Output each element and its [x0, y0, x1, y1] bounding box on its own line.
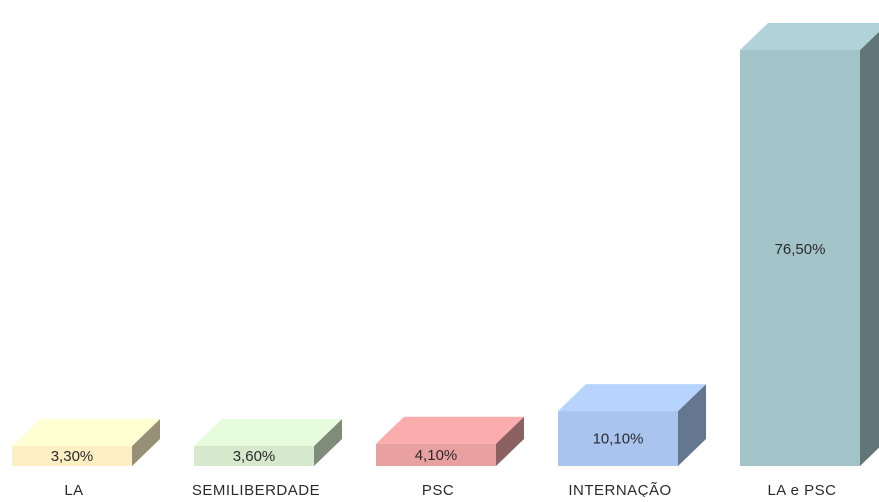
- data-label: 10,10%: [593, 431, 644, 448]
- bar-top-face: [194, 419, 342, 446]
- category-label: LA e PSC: [767, 482, 836, 497]
- value-labels-layer: 3,30% 3,60% 4,10% 10,10% 76,50%: [51, 241, 826, 465]
- bar-3: [376, 416, 524, 466]
- bar-front-face: [740, 50, 860, 466]
- bar-top-face: [376, 416, 524, 444]
- category-label: SEMILIBERDADE: [192, 482, 320, 497]
- data-label: 3,30%: [51, 448, 94, 465]
- bar-front-face: [12, 446, 132, 466]
- bar-side-face: [678, 384, 706, 466]
- bar-side-face: [314, 419, 342, 466]
- category-label: INTERNAÇÃO: [568, 482, 671, 497]
- bar-top-face: [558, 384, 706, 412]
- bar-4: [558, 384, 706, 466]
- bar-top-face: [12, 419, 160, 446]
- bar-1: [12, 419, 160, 466]
- data-label: 76,50%: [775, 241, 826, 258]
- bar-5: [740, 23, 879, 466]
- bar-front-face: [558, 411, 678, 466]
- category-label: LA: [64, 482, 83, 497]
- category-label: PSC: [422, 482, 454, 497]
- bar-top-face: [740, 23, 879, 51]
- bars-layer: [12, 23, 879, 466]
- category-labels-layer: LA SEMILIBERDADE PSC INTERNAÇÃO LA e PSC: [64, 482, 836, 499]
- bar-side-face: [496, 416, 524, 466]
- bar-side-face: [132, 419, 160, 466]
- data-label: 4,10%: [415, 447, 458, 464]
- bar-side-face: [860, 31, 879, 466]
- bar-front-face: [376, 443, 496, 466]
- data-label: 3,60%: [233, 448, 276, 465]
- bar-2: [194, 419, 342, 466]
- bar-front-face: [194, 446, 314, 466]
